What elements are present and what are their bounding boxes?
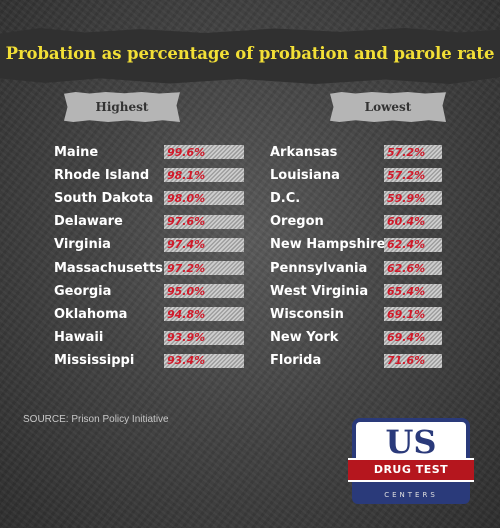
percentage-value: 60.4% [387, 215, 426, 229]
list-item: D.C. 59.9% [270, 189, 442, 207]
list-item: Hawaii 93.9% [54, 329, 244, 347]
logo-us-text: US [352, 418, 470, 462]
percentage-value: 71.6% [387, 354, 426, 368]
state-name: Rhode Island [54, 167, 150, 183]
state-name: Arkansas [270, 144, 338, 160]
percentage-bar: 98.1% [164, 168, 244, 183]
percentage-value: 69.4% [387, 331, 426, 345]
percentage-bar: 59.9% [384, 191, 442, 206]
list-item: Virginia 97.4% [54, 236, 244, 254]
state-name: New York [270, 330, 339, 346]
state-name: Georgia [54, 283, 112, 299]
highest-label: Highest [95, 100, 149, 114]
state-name: South Dakota [54, 190, 154, 206]
state-name: Hawaii [54, 330, 104, 346]
percentage-bar: 94.8% [164, 307, 244, 322]
percentage-bar: 69.4% [384, 330, 442, 345]
percentage-bar: 97.4% [164, 237, 244, 252]
percentage-bar: 97.6% [164, 214, 244, 229]
percentage-bar: 62.4% [384, 237, 442, 252]
state-name: Pennsylvania [270, 260, 368, 276]
percentage-bar: 62.6% [384, 261, 442, 275]
list-item: New Hampshire 62.4% [270, 236, 442, 254]
state-name: Louisiana [270, 167, 340, 183]
percentage-value: 94.8% [167, 307, 206, 321]
percentage-bar: 95.0% [164, 284, 244, 299]
list-item: Maine 99.6% [54, 143, 244, 161]
state-name: Massachusetts [54, 260, 163, 276]
state-name: D.C. [270, 190, 301, 206]
list-item: Louisiana 57.2% [270, 166, 442, 184]
state-name: Florida [270, 353, 322, 369]
percentage-bar: 93.9% [164, 330, 244, 345]
state-name: Delaware [54, 214, 123, 230]
state-name: Wisconsin [270, 306, 344, 322]
percentage-bar: 69.1% [384, 307, 442, 322]
percentage-value: 93.9% [167, 331, 206, 345]
percentage-bar: 57.2% [384, 168, 442, 183]
us-drug-test-logo: US DRUG TEST CENTERS [348, 418, 474, 508]
percentage-value: 97.4% [167, 238, 206, 252]
list-item: Pennsylvania 62.6% [270, 259, 442, 277]
percentage-value: 95.0% [167, 284, 206, 298]
percentage-value: 57.2% [387, 145, 426, 159]
list-item: West Virginia 65.4% [270, 282, 442, 300]
percentage-value: 62.4% [387, 238, 426, 252]
list-item: Rhode Island 98.1% [54, 166, 244, 184]
state-name: West Virginia [270, 283, 369, 299]
percentage-bar: 98.0% [164, 191, 244, 206]
percentage-bar: 99.6% [164, 145, 244, 159]
lowest-tab: Lowest [330, 92, 446, 122]
percentage-bar: 57.2% [384, 145, 442, 159]
percentage-bar: 93.4% [164, 353, 244, 368]
list-item: South Dakota 98.0% [54, 189, 244, 207]
percentage-value: 99.6% [167, 145, 206, 159]
state-name: Maine [54, 144, 99, 160]
list-item: Massachusetts 97.2% [54, 259, 244, 277]
list-item: Arkansas 57.2% [270, 143, 442, 161]
percentage-bar: 60.4% [384, 214, 442, 229]
percentage-value: 97.6% [167, 215, 206, 229]
list-item: Wisconsin 69.1% [270, 305, 442, 323]
percentage-value: 65.4% [387, 284, 426, 298]
state-name: Oregon [270, 214, 324, 230]
percentage-value: 98.0% [167, 191, 206, 205]
lowest-label: Lowest [364, 100, 412, 114]
list-item: Delaware 97.6% [54, 213, 244, 231]
percentage-bar: 71.6% [384, 353, 442, 368]
state-name: Oklahoma [54, 306, 128, 322]
logo-sub-text: CENTERS [384, 491, 438, 499]
title-band [0, 28, 500, 84]
state-name: Virginia [54, 237, 111, 253]
percentage-value: 97.2% [167, 261, 206, 275]
state-name: Mississippi [54, 353, 135, 369]
highest-tab: Highest [64, 92, 180, 122]
list-item: Oklahoma 94.8% [54, 305, 244, 323]
page-title: Probation as percentage of probation and… [5, 44, 495, 63]
source-note: SOURCE: Prison Policy Initiative [23, 414, 169, 425]
state-name: New Hampshire [270, 237, 386, 253]
list-item: Mississippi 93.4% [54, 352, 244, 370]
list-item: Florida 71.6% [270, 352, 442, 370]
percentage-value: 57.2% [387, 168, 426, 182]
percentage-bar: 65.4% [384, 284, 442, 299]
percentage-value: 98.1% [167, 168, 206, 182]
percentage-value: 93.4% [167, 354, 206, 368]
percentage-value: 59.9% [387, 191, 426, 205]
logo-banner: DRUG TEST [348, 458, 474, 482]
percentage-value: 69.1% [387, 307, 426, 321]
percentage-bar: 97.2% [164, 261, 244, 275]
list-item: Georgia 95.0% [54, 282, 244, 300]
list-item: Oregon 60.4% [270, 213, 442, 231]
percentage-value: 62.6% [387, 261, 426, 275]
list-item: New York 69.4% [270, 329, 442, 347]
logo-bottom: CENTERS [352, 482, 470, 504]
